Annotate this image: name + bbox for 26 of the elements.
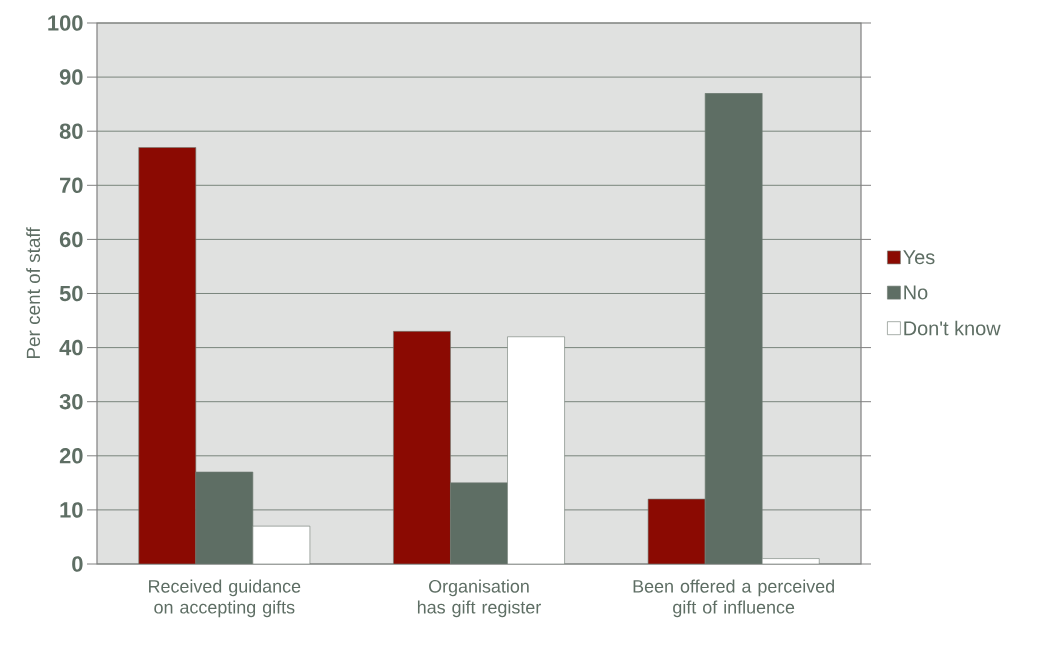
y-tick-label: 0 [72, 556, 83, 572]
y-axis-title: Per cent of staff [26, 227, 41, 359]
y-tick-label: 50 [59, 285, 83, 302]
x-tick-label: Been offered a perceived gift of influence [633, 579, 834, 618]
bar [704, 93, 763, 564]
bar [507, 336, 565, 564]
x-tick-label: Received guidance on accepting gifts [149, 579, 301, 618]
bar [647, 498, 706, 564]
bar [138, 147, 197, 564]
legend-label: No [904, 285, 928, 300]
legend-label: Yes [903, 250, 935, 265]
bar [393, 331, 451, 564]
y-tick-label: 100 [48, 15, 83, 31]
y-tick-label: 90 [59, 69, 83, 85]
y-tick-label: 30 [59, 393, 83, 410]
y-tick-label: 60 [59, 231, 83, 248]
y-tick-label: 80 [59, 123, 83, 139]
legend-label: Don't know [904, 320, 1001, 336]
y-tick-label: 10 [60, 502, 83, 518]
bar [195, 471, 254, 564]
y-tick-label: 70 [60, 177, 83, 194]
bar [450, 482, 508, 564]
y-tick-label: 40 [59, 339, 83, 356]
y-tick-label: 20 [59, 448, 83, 464]
x-tick-label: Organisation has gift register [417, 579, 541, 618]
bar [252, 525, 311, 564]
